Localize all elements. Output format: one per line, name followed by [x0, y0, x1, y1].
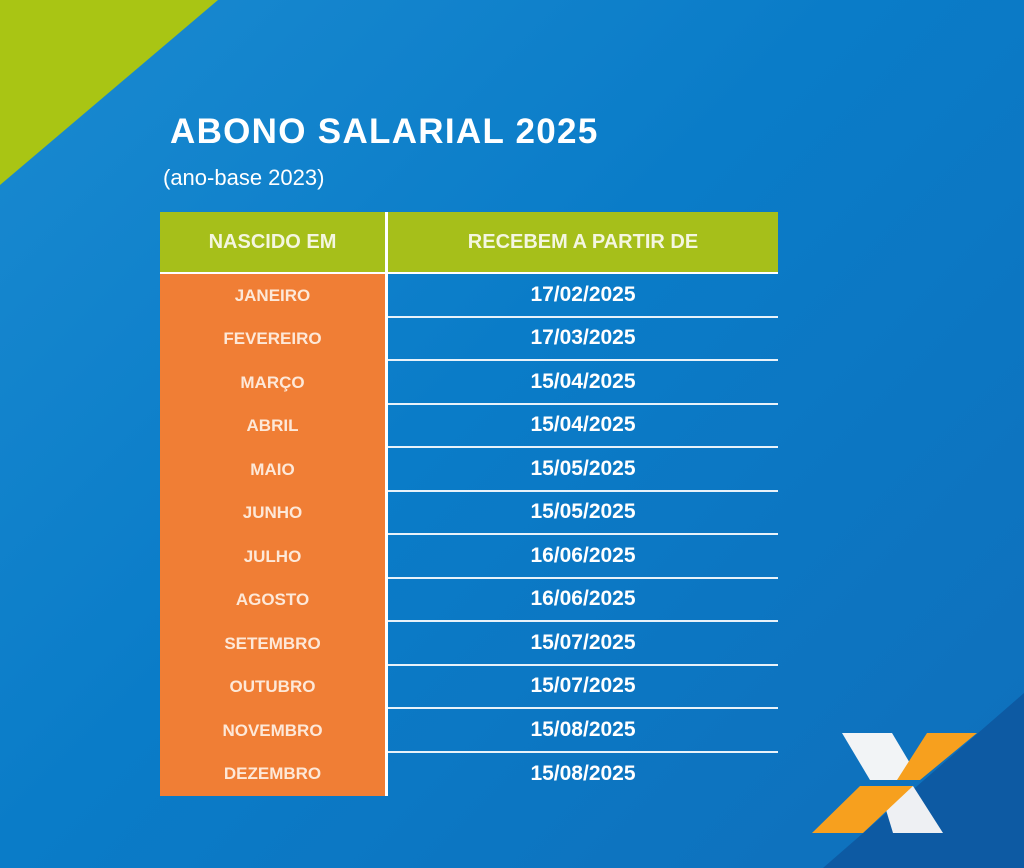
table-row: NOVEMBRO 15/08/2025 [160, 709, 778, 753]
month-cell: FEVEREIRO [160, 317, 385, 361]
page-subtitle: (ano-base 2023) [163, 165, 325, 190]
date-cell: 15/08/2025 [388, 709, 778, 753]
date-cell: 17/02/2025 [388, 274, 778, 318]
table-row: MARÇO 15/04/2025 [160, 361, 778, 405]
month-cell: DEZEMBRO [160, 752, 385, 796]
table-header: NASCIDO EM RECEBEM A PARTIR DE [160, 212, 778, 274]
table-row: MAIO 15/05/2025 [160, 448, 778, 492]
date-cell: 15/05/2025 [388, 492, 778, 535]
month-cell: ABRIL [160, 404, 385, 448]
month-cell: SETEMBRO [160, 622, 385, 666]
date-cell: 17/03/2025 [388, 318, 778, 361]
month-cell: AGOSTO [160, 578, 385, 622]
date-cell: 15/04/2025 [388, 405, 778, 448]
month-cell: JUNHO [160, 491, 385, 535]
table-body: JANEIRO 17/02/2025 FEVEREIRO 17/03/2025 MARÇ… [160, 274, 778, 796]
date-cell: 15/05/2025 [388, 448, 778, 492]
green-corner-triangle [0, 0, 218, 185]
month-cell: JANEIRO [160, 274, 385, 318]
date-cell: 16/06/2025 [388, 535, 778, 579]
table-row: AGOSTO 16/06/2025 [160, 578, 778, 622]
table-row: SETEMBRO 15/07/2025 [160, 622, 778, 666]
month-cell: NOVEMBRO [160, 709, 385, 753]
table-row: JANEIRO 17/02/2025 [160, 274, 778, 318]
column-divider [385, 212, 388, 796]
date-cell: 16/06/2025 [388, 579, 778, 622]
date-cell: 15/07/2025 [388, 622, 778, 666]
date-cell: 15/07/2025 [388, 666, 778, 709]
header-receive-from: RECEBEM A PARTIR DE [388, 212, 778, 272]
table-row: OUTUBRO 15/07/2025 [160, 665, 778, 709]
table-row: ABRIL 15/04/2025 [160, 404, 778, 448]
month-cell: JULHO [160, 535, 385, 579]
dark-corner-triangle [823, 693, 1024, 868]
page-title: ABONO SALARIAL 2025 [170, 112, 599, 151]
caixa-x-logo [812, 733, 977, 833]
table-row: FEVEREIRO 17/03/2025 [160, 317, 778, 361]
date-cell: 15/04/2025 [388, 361, 778, 405]
month-cell: MAIO [160, 448, 385, 492]
table-row: JULHO 16/06/2025 [160, 535, 778, 579]
month-cell: MARÇO [160, 361, 385, 405]
header-born-in: NASCIDO EM [160, 212, 385, 272]
payment-schedule-table: NASCIDO EM RECEBEM A PARTIR DE JANEIRO 17… [160, 212, 778, 796]
table-row: DEZEMBRO 15/08/2025 [160, 752, 778, 796]
month-cell: OUTUBRO [160, 665, 385, 709]
table-row: JUNHO 15/05/2025 [160, 491, 778, 535]
date-cell: 15/08/2025 [530, 762, 636, 786]
